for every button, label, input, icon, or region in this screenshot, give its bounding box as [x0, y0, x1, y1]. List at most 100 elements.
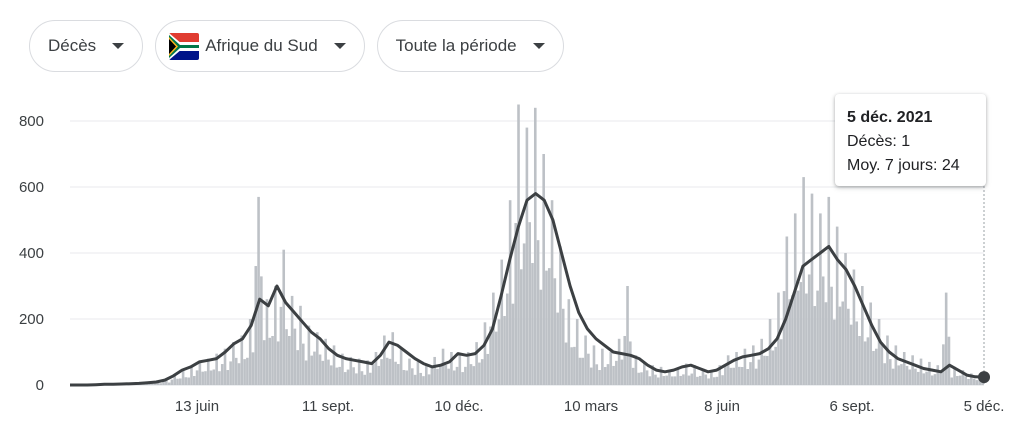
daily-bar — [483, 322, 487, 385]
daily-bar — [399, 348, 403, 385]
daily-bar — [805, 293, 808, 385]
daily-bar — [838, 306, 842, 385]
daily-bar — [863, 341, 867, 385]
daily-bar — [369, 372, 372, 385]
caret-down-icon — [112, 43, 125, 49]
daily-bar — [497, 319, 501, 385]
daily-bar — [656, 377, 660, 385]
daily-bar — [718, 365, 722, 385]
daily-bar — [930, 375, 934, 385]
daily-bar — [159, 383, 163, 385]
daily-bar — [964, 376, 968, 385]
daily-bar — [629, 341, 632, 385]
daily-bar — [933, 374, 937, 385]
daily-bar — [206, 358, 210, 385]
daily-bar — [598, 370, 601, 385]
daily-bar — [525, 127, 529, 385]
daily-bar — [715, 376, 719, 385]
daily-bar — [232, 342, 235, 385]
daily-bar — [165, 379, 168, 385]
daily-bar — [520, 269, 523, 385]
daily-bar — [226, 370, 230, 385]
y-tick-label: 0 — [36, 377, 44, 394]
daily-bar — [561, 308, 565, 385]
daily-bar — [645, 370, 649, 385]
daily-bar — [427, 374, 431, 385]
daily-bar — [648, 376, 652, 385]
country-dropdown[interactable]: Afrique du Sud — [155, 20, 365, 72]
daily-bar — [911, 355, 914, 385]
daily-bar — [246, 357, 249, 385]
daily-bar — [260, 276, 263, 385]
daily-bar — [869, 302, 872, 385]
daily-bar — [438, 366, 442, 385]
daily-bar — [914, 368, 917, 385]
daily-bar — [788, 299, 791, 385]
daily-bar — [478, 362, 481, 385]
daily-bar — [162, 381, 165, 385]
daily-bar — [827, 196, 831, 385]
daily-bar — [665, 375, 668, 385]
daily-bar — [355, 373, 358, 385]
daily-bar — [556, 312, 559, 385]
daily-bar — [223, 348, 227, 385]
daily-bar — [682, 374, 685, 385]
metric-dropdown-label: Décès — [48, 36, 97, 55]
daily-bar — [394, 361, 397, 385]
daily-bar — [218, 371, 221, 385]
daily-bar — [209, 370, 213, 385]
daily-bar — [816, 290, 819, 385]
daily-bar — [637, 372, 641, 385]
daily-bar — [455, 366, 459, 385]
daily-bar — [855, 321, 859, 385]
daily-bar — [872, 350, 875, 385]
daily-bar — [204, 371, 207, 385]
daily-bar — [908, 369, 912, 385]
daily-bar — [377, 365, 381, 385]
daily-bar — [338, 366, 341, 385]
daily-bar — [956, 376, 959, 385]
daily-bar — [824, 302, 828, 385]
daily-bar — [749, 362, 752, 385]
daily-bar — [458, 353, 462, 385]
daily-bar — [830, 286, 833, 385]
x-tick-label: 10 déc. — [434, 398, 483, 415]
daily-bar — [542, 154, 545, 385]
daily-bar — [617, 338, 621, 385]
daily-bar — [492, 292, 495, 385]
daily-bar — [760, 338, 763, 385]
daily-bar — [743, 348, 747, 385]
daily-bar — [684, 363, 688, 385]
daily-bar — [508, 200, 512, 385]
daily-bar — [413, 374, 417, 385]
daily-bar — [589, 367, 593, 385]
daily-bar — [472, 366, 476, 385]
daily-bar — [886, 335, 889, 385]
daily-bar — [201, 371, 204, 385]
daily-bar — [698, 375, 702, 385]
period-dropdown[interactable]: Toute la période — [376, 20, 564, 72]
x-axis-labels: 13 juin 11 sept. 10 déc. 10 mars 8 juin 6 sep… — [175, 398, 1005, 415]
daily-bar — [489, 326, 492, 385]
daily-bar — [187, 377, 190, 385]
daily-bar — [919, 358, 923, 385]
daily-bar — [958, 375, 962, 385]
daily-bar — [271, 335, 274, 385]
y-tick-label: 800 — [19, 113, 44, 130]
daily-bar — [153, 383, 157, 385]
daily-bar — [279, 306, 283, 385]
daily-bar — [841, 301, 845, 385]
daily-bar — [620, 359, 624, 385]
daily-bar — [433, 356, 436, 385]
tooltip-deaths: Décès: 1 — [847, 133, 911, 150]
daily-bar — [765, 355, 769, 385]
daily-bar — [533, 107, 537, 386]
metric-dropdown[interactable]: Décès — [29, 20, 144, 72]
y-axis-labels: 0 200 400 600 800 — [19, 113, 44, 394]
daily-bar — [740, 367, 744, 385]
daily-bar — [167, 382, 171, 385]
daily-bar — [724, 366, 727, 385]
daily-bar — [668, 370, 671, 385]
daily-bar — [349, 356, 353, 385]
daily-bar — [595, 364, 599, 385]
